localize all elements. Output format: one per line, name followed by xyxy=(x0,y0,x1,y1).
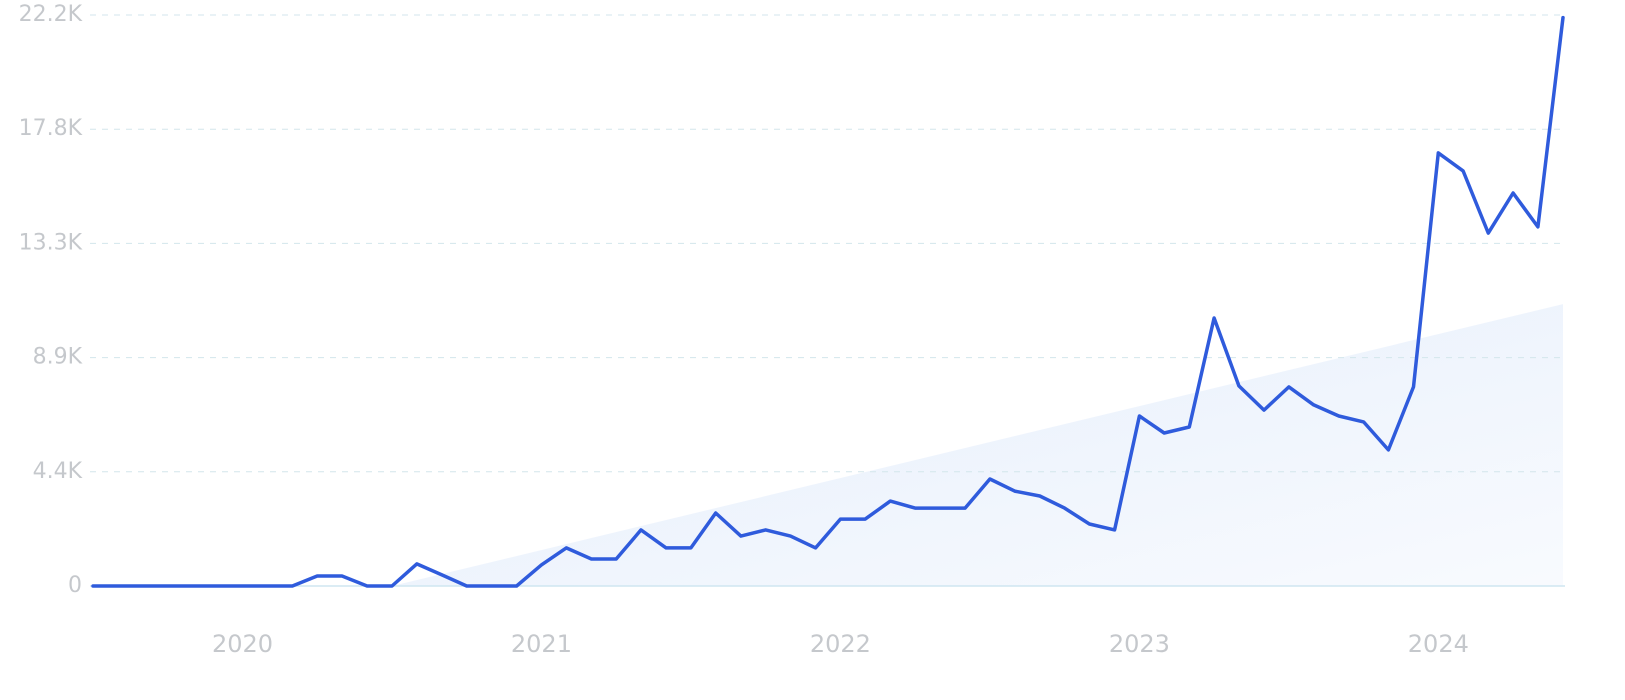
y-tick-label: 22.2K xyxy=(19,2,83,27)
grid-layer xyxy=(90,14,1565,587)
y-tick-label: 13.3K xyxy=(19,230,83,255)
y-tick-label: 17.8K xyxy=(19,116,83,141)
x-tick-label: 2021 xyxy=(511,630,572,658)
trend-area xyxy=(392,304,1563,586)
y-tick-label: 8.9K xyxy=(33,345,83,370)
x-tick-label: 2022 xyxy=(810,630,871,658)
y-tick-label: 0 xyxy=(68,573,82,598)
x-tick-label: 2023 xyxy=(1109,630,1170,658)
x-tick-label: 2024 xyxy=(1408,630,1469,658)
trend-layer xyxy=(392,304,1563,586)
label-layer: 0 4.4K 8.9K 13.3K 17.8K 22.2K 2020 2021 2022 2023… xyxy=(19,2,1469,658)
y-tick-label: 4.4K xyxy=(33,459,83,484)
data-line xyxy=(91,15,1565,588)
x-tick-label: 2020 xyxy=(212,630,273,658)
line-layer xyxy=(91,15,1565,588)
